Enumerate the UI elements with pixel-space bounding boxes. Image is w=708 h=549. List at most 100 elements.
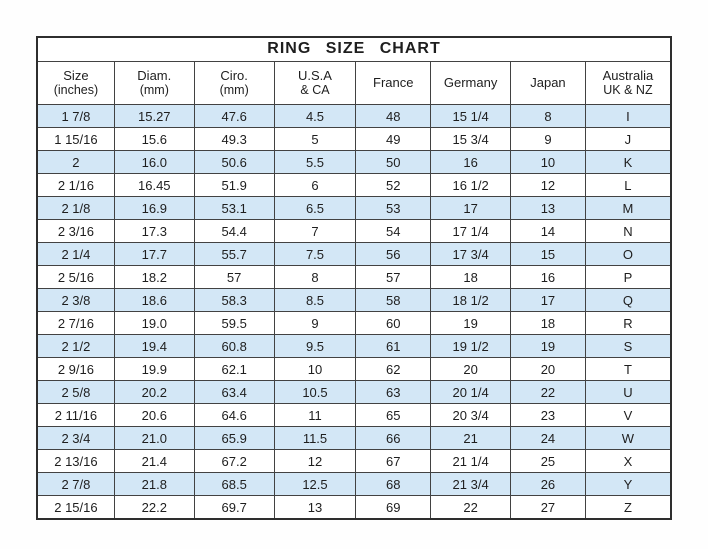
column-label: Diam. <box>137 67 172 83</box>
cell: 21.8 <box>113 472 195 496</box>
table-row: 2 5/8 20.2 63.4 10.5 63 20 1/4 22 U <box>36 380 672 404</box>
column-header-germany: Germany <box>430 61 512 105</box>
cell: 68 <box>355 472 432 496</box>
ring-size-table: RING SIZE CHART Size (inches) Diam. (mm) Cir… <box>36 36 672 520</box>
cell: 2 13/16 <box>36 449 115 473</box>
column-label: U.S.A <box>298 67 332 83</box>
cell: 10.5 <box>273 380 357 404</box>
cell: 48 <box>355 104 432 128</box>
cell: 18 <box>430 265 512 289</box>
table-row: 2 7/16 19.0 59.5 9 60 19 18 R <box>36 311 672 335</box>
cell: 14 <box>510 219 586 243</box>
cell: 13 <box>273 495 357 520</box>
cell: 47.6 <box>193 104 275 128</box>
cell: 17 1/4 <box>430 219 512 243</box>
cell: 6.5 <box>273 196 357 220</box>
cell: 52 <box>355 173 432 197</box>
cell: 58.3 <box>193 288 275 312</box>
cell: K <box>584 150 672 174</box>
cell: 49 <box>355 127 432 151</box>
cell: 53 <box>355 196 432 220</box>
cell: 7.5 <box>273 242 357 266</box>
cell: 57 <box>193 265 275 289</box>
cell: 19 <box>510 334 586 358</box>
cell: 62.1 <box>193 357 275 381</box>
cell: 13 <box>510 196 586 220</box>
cell: 19.0 <box>113 311 195 335</box>
cell: 62 <box>355 357 432 381</box>
header-row: Size (inches) Diam. (mm) Ciro. (mm) U.S.A & CA F… <box>36 61 672 105</box>
cell: 18 <box>510 311 586 335</box>
cell: S <box>584 334 672 358</box>
cell: 2 5/16 <box>36 265 115 289</box>
table-row: 2 5/16 18.2 57 8 57 18 16 P <box>36 265 672 289</box>
cell: 26 <box>510 472 586 496</box>
cell: Y <box>584 472 672 496</box>
cell: 63.4 <box>193 380 275 404</box>
cell: 15.6 <box>113 127 195 151</box>
cell: 4.5 <box>273 104 357 128</box>
cell: 27 <box>510 495 586 520</box>
cell: 18.6 <box>113 288 195 312</box>
column-header-australia: Australia UK & NZ <box>584 61 672 105</box>
cell: T <box>584 357 672 381</box>
cell: U <box>584 380 672 404</box>
cell: O <box>584 242 672 266</box>
cell: 50 <box>355 150 432 174</box>
cell: 65 <box>355 403 432 427</box>
table-row: 2 7/8 21.8 68.5 12.5 68 21 3/4 26 Y <box>36 472 672 496</box>
cell: 11 <box>273 403 357 427</box>
cell: 17.7 <box>113 242 195 266</box>
cell: 68.5 <box>193 472 275 496</box>
cell: 23 <box>510 403 586 427</box>
cell: 60.8 <box>193 334 275 358</box>
cell: 21.4 <box>113 449 195 473</box>
cell: P <box>584 265 672 289</box>
cell: 17 <box>510 288 586 312</box>
cell: Q <box>584 288 672 312</box>
cell: 9.5 <box>273 334 357 358</box>
cell: 2 7/16 <box>36 311 115 335</box>
cell: 12 <box>510 173 586 197</box>
cell: 20 3/4 <box>430 403 512 427</box>
cell: 1 15/16 <box>36 127 115 151</box>
cell: 21 1/4 <box>430 449 512 473</box>
cell: 54 <box>355 219 432 243</box>
table-row: 2 1/4 17.7 55.7 7.5 56 17 3/4 15 O <box>36 242 672 266</box>
cell: 7 <box>273 219 357 243</box>
cell: 67.2 <box>193 449 275 473</box>
cell: 18 1/2 <box>430 288 512 312</box>
cell: 11.5 <box>273 426 357 450</box>
cell: 20 1/4 <box>430 380 512 404</box>
cell: 19.4 <box>113 334 195 358</box>
cell: 10 <box>510 150 586 174</box>
cell: 8.5 <box>273 288 357 312</box>
cell: 60 <box>355 311 432 335</box>
cell: X <box>584 449 672 473</box>
cell: 2 7/8 <box>36 472 115 496</box>
table-title: RING SIZE CHART <box>36 36 672 62</box>
column-header-diam: Diam. (mm) <box>113 61 195 105</box>
cell: 20.6 <box>113 403 195 427</box>
cell: 20.2 <box>113 380 195 404</box>
cell: 2 1/4 <box>36 242 115 266</box>
cell: 16 <box>430 150 512 174</box>
column-label: Size <box>63 67 89 83</box>
cell: 54.4 <box>193 219 275 243</box>
cell: 2 <box>36 150 115 174</box>
cell: 59.5 <box>193 311 275 335</box>
cell: 2 1/2 <box>36 334 115 358</box>
cell: 67 <box>355 449 432 473</box>
cell: 19 1/2 <box>430 334 512 358</box>
cell: 10 <box>273 357 357 381</box>
table-row: 2 9/16 19.9 62.1 10 62 20 20 T <box>36 357 672 381</box>
cell: 69.7 <box>193 495 275 520</box>
column-label: Japan <box>530 75 566 91</box>
cell: 16.45 <box>113 173 195 197</box>
table-row: 1 7/8 15.27 47.6 4.5 48 15 1/4 8 I <box>36 104 672 128</box>
cell: 8 <box>273 265 357 289</box>
cell: 20 <box>510 357 586 381</box>
cell: 22 <box>510 380 586 404</box>
cell: 22 <box>430 495 512 520</box>
